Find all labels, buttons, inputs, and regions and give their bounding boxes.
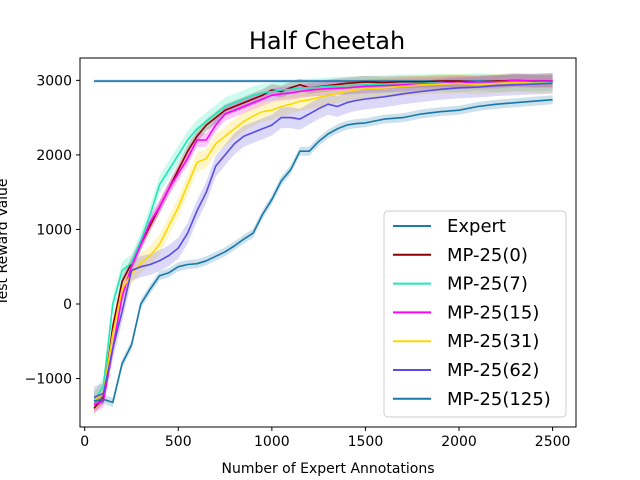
y-tick-label: −1000 bbox=[25, 372, 72, 388]
legend-label-mp-25-0: MP-25(0) bbox=[447, 245, 528, 266]
x-tick-label: 1000 bbox=[254, 434, 290, 450]
y-tick-label: 1000 bbox=[36, 222, 72, 238]
chart-title: Half Cheetah bbox=[249, 27, 405, 55]
legend-label-mp-25-31: MP-25(31) bbox=[447, 331, 539, 352]
plot-frame bbox=[79, 57, 577, 428]
series-lines bbox=[93, 79, 553, 409]
x-axis-ticks: 0 500 1000 1500 2000 2500 bbox=[80, 427, 570, 450]
y-axis-ticks: −1000 0 1000 2000 3000 bbox=[25, 73, 80, 388]
x-tick-label: 0 bbox=[80, 434, 89, 450]
legend-label-expert: Expert bbox=[447, 216, 506, 237]
x-axis-label: Number of Expert Annotations bbox=[221, 461, 434, 477]
y-tick-label: 2000 bbox=[36, 148, 72, 164]
legend-label-mp-25-62: MP-25(62) bbox=[447, 360, 539, 381]
x-tick-label: 500 bbox=[165, 434, 192, 450]
legend-label-mp-25-125: MP-25(125) bbox=[447, 389, 551, 410]
y-tick-label: 3000 bbox=[36, 73, 72, 89]
band-mp-25-62 bbox=[94, 72, 553, 408]
series-line-mp-25-0 bbox=[93, 79, 553, 409]
legend: Expert MP-25(0) MP-25(7) MP-25(15) MP-25(31)… bbox=[383, 210, 567, 418]
y-axis-label: Test Reward Value bbox=[0, 178, 11, 306]
y-tick-label: 0 bbox=[63, 297, 72, 313]
legend-label-mp-25-15: MP-25(15) bbox=[447, 302, 539, 323]
x-tick-label: 2000 bbox=[441, 434, 477, 450]
series-line-mp-25-125 bbox=[93, 98, 553, 404]
band-mp-25-31 bbox=[94, 72, 553, 411]
series-line-mp-25-62 bbox=[93, 82, 553, 398]
legend-label-mp-25-7: MP-25(7) bbox=[447, 274, 528, 295]
x-tick-label: 1500 bbox=[348, 434, 384, 450]
x-tick-label: 2500 bbox=[535, 434, 571, 450]
legend-box bbox=[383, 210, 567, 418]
series-line-mp-25-31 bbox=[93, 81, 553, 402]
